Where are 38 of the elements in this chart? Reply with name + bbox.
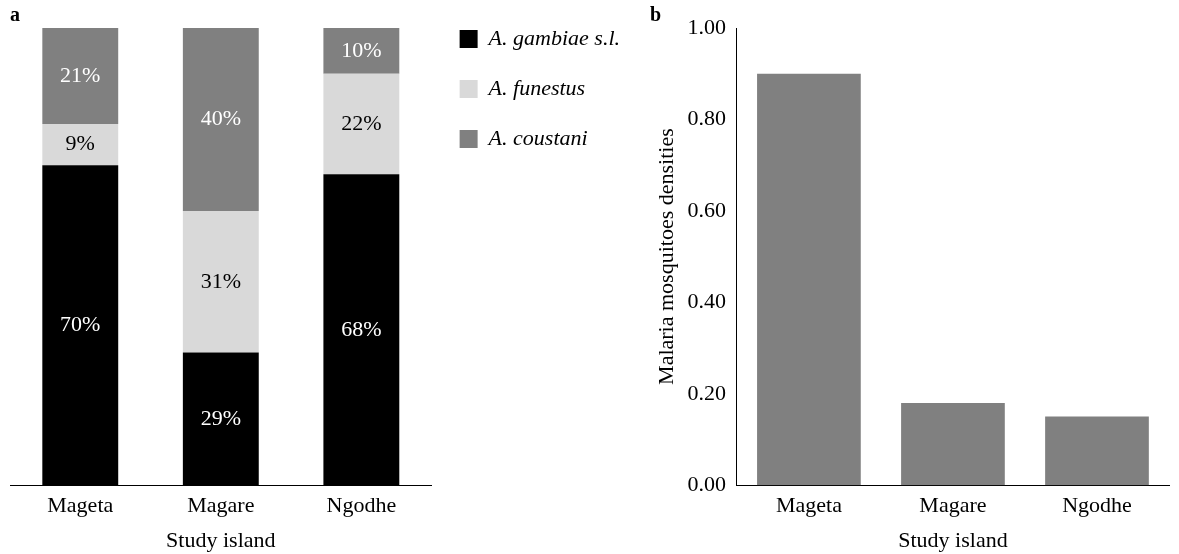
- x-tick-label: Ngodhe: [326, 492, 397, 518]
- bar: [901, 402, 1005, 486]
- y-tick-label: 0.40: [687, 288, 726, 314]
- y-tick-label: 0.60: [687, 196, 726, 222]
- x-tick-label: Magare: [187, 492, 255, 518]
- data-label: 21%: [60, 61, 101, 87]
- legend-label: A. coustani: [486, 124, 588, 150]
- legend-label: A. funestus: [486, 74, 586, 100]
- y-axis-title: Malaria mosquitoes densities: [652, 128, 678, 385]
- y-tick-label: 0.00: [687, 470, 726, 496]
- bar: [42, 28, 119, 125]
- x-axis-title: Study island: [898, 526, 1008, 552]
- bar: [182, 28, 259, 211]
- chart-title: a: [10, 3, 20, 26]
- data-label: 29%: [200, 404, 241, 430]
- y-tick-label: 1.00: [687, 13, 726, 39]
- x-tick-label: Mageta: [775, 492, 843, 518]
- bar: [42, 124, 119, 166]
- x-tick-label: Magare: [919, 492, 987, 518]
- data-label: 70%: [60, 310, 101, 336]
- bar: [1045, 416, 1149, 486]
- x-tick-label: Ngodhe: [1062, 492, 1132, 518]
- y-tick-label: 0.20: [687, 379, 726, 405]
- data-label: 9%: [65, 130, 95, 156]
- chart-title: b: [650, 3, 662, 26]
- data-label: 22%: [341, 109, 382, 135]
- bar: [323, 28, 400, 74]
- x-tick-label: Mageta: [47, 492, 114, 518]
- x-axis-title: Study island: [166, 526, 276, 552]
- data-label: 31%: [200, 267, 241, 293]
- data-label: 40%: [200, 105, 241, 131]
- bar: [757, 73, 861, 486]
- y-tick-label: 0.80: [687, 105, 726, 131]
- bar: [323, 73, 400, 175]
- data-label: 10%: [341, 36, 382, 62]
- legend-label: A. gambiae s.l.: [486, 24, 621, 50]
- data-label: 68%: [341, 315, 382, 341]
- bar: [182, 210, 259, 353]
